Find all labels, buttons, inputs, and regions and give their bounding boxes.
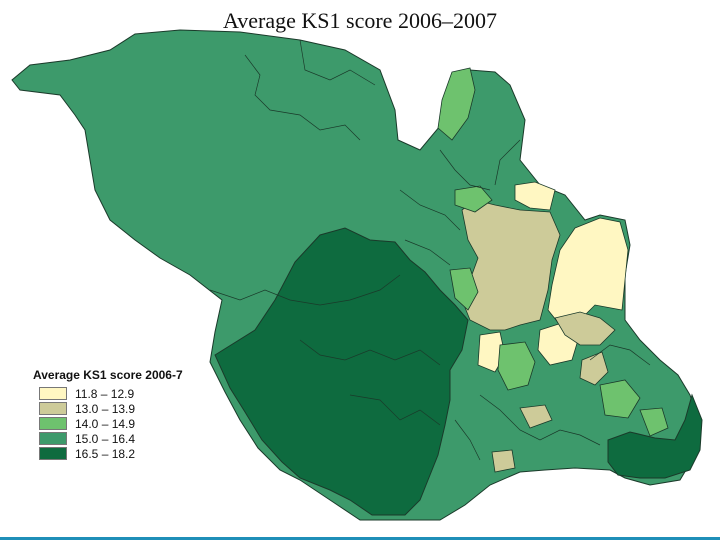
map-region-tan-south — [519, 404, 553, 429]
legend-item: 11.8 – 12.9 — [39, 386, 213, 401]
map-title: Average KS1 score 2006–2007 — [223, 8, 497, 33]
map-region-medgreen-s3 — [639, 407, 669, 437]
ward-boundaries — [209, 39, 651, 461]
legend-item: 16.5 – 18.2 — [39, 446, 213, 461]
map-region-tan-far-south — [491, 449, 516, 473]
map-region-medgreen-s2 — [599, 379, 641, 419]
legend-swatch — [39, 417, 67, 430]
legend-label: 11.8 – 12.9 — [75, 386, 135, 401]
legend-label: 16.5 – 18.2 — [75, 446, 136, 461]
map-region-lightest-east — [547, 217, 629, 326]
map-region-lightest-north — [514, 181, 556, 211]
legend-swatch — [39, 432, 67, 445]
legend-swatch — [39, 402, 67, 415]
legend-title: Average KS1 score 2006-7 — [33, 368, 183, 382]
legend-swatch — [39, 447, 67, 460]
legend-label: 14.0 – 14.9 — [75, 416, 136, 431]
legend-item: 14.0 – 14.9 — [39, 416, 213, 431]
map-region-darkest-east — [607, 393, 703, 479]
map-region-medgreen-north — [437, 67, 476, 141]
legend-label: 15.0 – 16.4 — [75, 431, 136, 446]
legend-swatch — [39, 387, 67, 400]
map-region-medgreen-s1 — [497, 341, 536, 391]
map-region-medgreen-w — [449, 267, 479, 311]
bottom-accent-rule — [0, 537, 720, 540]
legend-label: 13.0 – 13.9 — [75, 401, 136, 416]
legend-item: 15.0 – 16.4 — [39, 431, 213, 446]
map-region-darkest-west — [214, 227, 469, 516]
map-legend: Average KS1 score 2006-7 11.8 – 12.9 13.… — [33, 368, 213, 461]
legend-item: 13.0 – 13.9 — [39, 401, 213, 416]
map-region-tan-east — [554, 311, 616, 346]
